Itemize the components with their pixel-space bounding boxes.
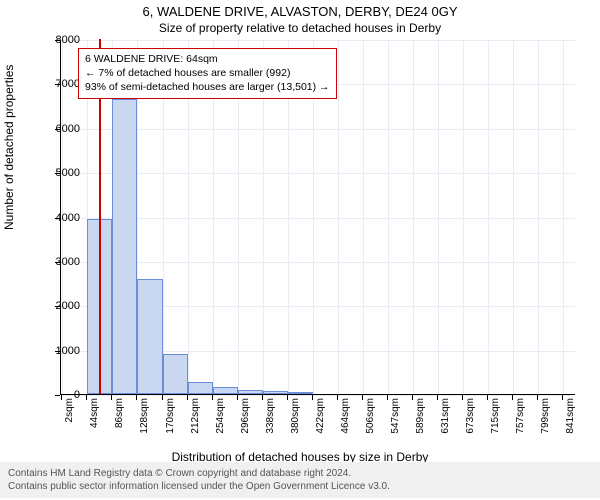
chart-title: 6, WALDENE DRIVE, ALVASTON, DERBY, DE24 … <box>0 4 600 19</box>
xtick-mark <box>387 395 388 400</box>
xtick-label: 547sqm <box>390 398 401 448</box>
xtick-label: 715sqm <box>490 398 501 448</box>
annotation-box: 6 WALDENE DRIVE: 64sqm ← 7% of detached … <box>78 48 337 99</box>
xtick-label: 170sqm <box>165 398 176 448</box>
xtick-label: 589sqm <box>415 398 426 448</box>
xtick-label: 380sqm <box>290 398 301 448</box>
footer: Contains HM Land Registry data © Crown c… <box>0 462 600 498</box>
ytick-label: 1000 <box>40 345 80 357</box>
xtick-mark <box>86 395 87 400</box>
xtick-label: 44sqm <box>89 398 100 448</box>
gridline-v <box>463 40 464 394</box>
xtick-mark <box>237 395 238 400</box>
ytick-mark <box>55 395 60 396</box>
ytick-mark <box>55 173 60 174</box>
xtick-label: 86sqm <box>114 398 125 448</box>
histogram-bar <box>163 354 188 394</box>
ytick-mark <box>55 129 60 130</box>
histogram-bar <box>263 391 288 394</box>
xtick-mark <box>362 395 363 400</box>
xtick-label: 841sqm <box>565 398 576 448</box>
xtick-label: 254sqm <box>215 398 226 448</box>
ytick-mark <box>55 351 60 352</box>
xtick-label: 338sqm <box>265 398 276 448</box>
xtick-mark <box>412 395 413 400</box>
gridline-v <box>538 40 539 394</box>
xtick-mark <box>212 395 213 400</box>
xtick-label: 799sqm <box>540 398 551 448</box>
ytick-mark <box>55 84 60 85</box>
gridline-v <box>388 40 389 394</box>
ytick-label: 4000 <box>40 212 80 224</box>
xtick-mark <box>512 395 513 400</box>
gridline-v <box>338 40 339 394</box>
xtick-label: 2sqm <box>64 398 75 448</box>
ytick-mark <box>55 40 60 41</box>
xtick-label: 464sqm <box>340 398 351 448</box>
ytick-label: 5000 <box>40 167 80 179</box>
xtick-mark <box>61 395 62 400</box>
footer-line2: Contains public sector information licen… <box>8 480 592 493</box>
gridline-v <box>413 40 414 394</box>
annotation-line2: ← 7% of detached houses are smaller (992… <box>85 66 330 80</box>
xtick-mark <box>262 395 263 400</box>
xtick-label: 673sqm <box>465 398 476 448</box>
ytick-mark <box>55 218 60 219</box>
ytick-label: 2000 <box>40 300 80 312</box>
xtick-mark <box>437 395 438 400</box>
gridline-v <box>438 40 439 394</box>
xtick-mark <box>487 395 488 400</box>
xtick-label: 128sqm <box>139 398 150 448</box>
histogram-bar <box>112 99 137 394</box>
annotation-line3: 93% of semi-detached houses are larger (… <box>85 80 330 94</box>
xtick-label: 757sqm <box>515 398 526 448</box>
ytick-mark <box>55 262 60 263</box>
xtick-label: 631sqm <box>440 398 451 448</box>
xtick-mark <box>312 395 313 400</box>
xtick-mark <box>537 395 538 400</box>
gridline-v <box>363 40 364 394</box>
histogram-bar <box>137 279 162 394</box>
xtick-label: 422sqm <box>315 398 326 448</box>
histogram-bar <box>238 390 263 394</box>
gridline-v <box>563 40 564 394</box>
xtick-mark <box>337 395 338 400</box>
ytick-label: 7000 <box>40 78 80 90</box>
xtick-mark <box>187 395 188 400</box>
histogram-bar <box>188 382 213 394</box>
histogram-bar <box>288 392 313 394</box>
gridline-v <box>513 40 514 394</box>
xtick-mark <box>162 395 163 400</box>
ytick-label: 8000 <box>40 34 80 46</box>
xtick-mark <box>136 395 137 400</box>
xtick-label: 296sqm <box>240 398 251 448</box>
ytick-label: 3000 <box>40 256 80 268</box>
xtick-label: 212sqm <box>190 398 201 448</box>
xtick-mark <box>462 395 463 400</box>
annotation-line1: 6 WALDENE DRIVE: 64sqm <box>85 52 330 66</box>
gridline-v <box>488 40 489 394</box>
xtick-mark <box>111 395 112 400</box>
xtick-mark <box>287 395 288 400</box>
chart-subtitle: Size of property relative to detached ho… <box>0 21 600 35</box>
xtick-label: 506sqm <box>365 398 376 448</box>
histogram-bar <box>213 387 238 394</box>
footer-line1: Contains HM Land Registry data © Crown c… <box>8 467 592 480</box>
y-axis-label: Number of detached properties <box>2 65 16 230</box>
ytick-label: 6000 <box>40 123 80 135</box>
ytick-mark <box>55 306 60 307</box>
xtick-mark <box>562 395 563 400</box>
gridline-h <box>61 395 575 396</box>
